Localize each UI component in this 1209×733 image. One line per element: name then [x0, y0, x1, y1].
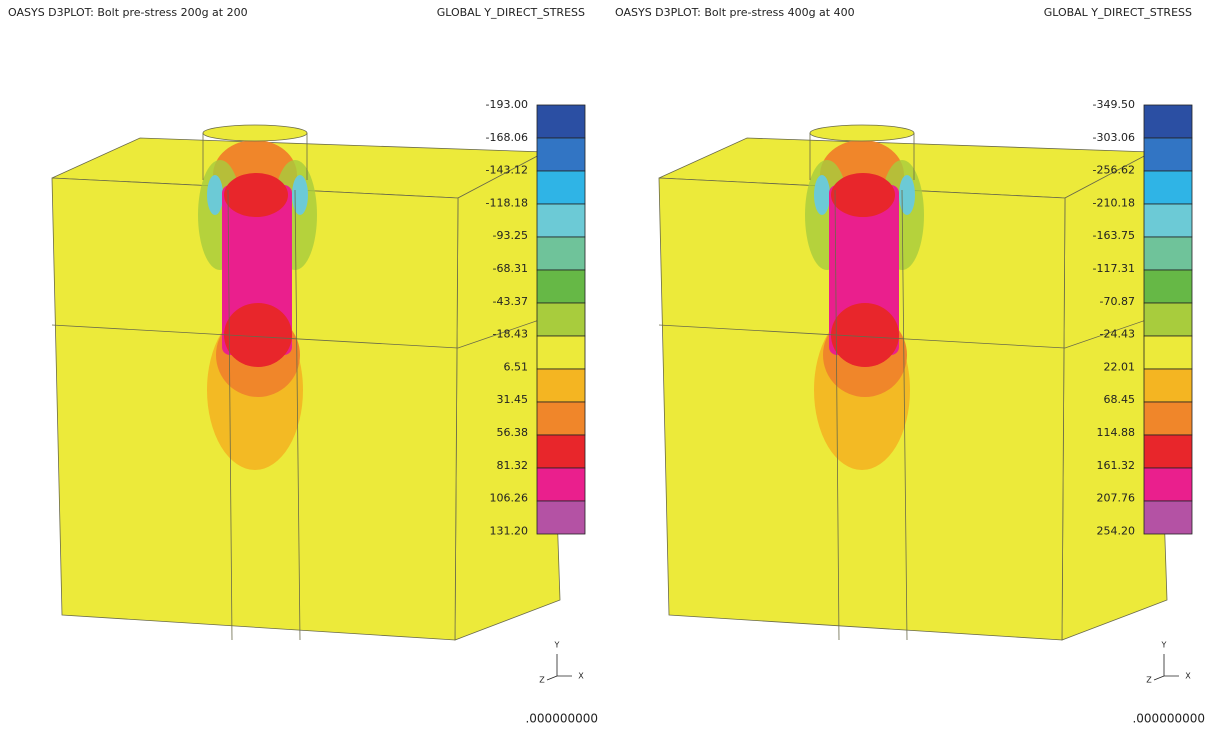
quantity-label: GLOBAL Y_DIRECT_STRESS	[437, 6, 585, 19]
legend-swatch	[537, 336, 585, 369]
time-label: .000000000	[1132, 712, 1205, 726]
bolt-top	[810, 125, 914, 141]
legend-swatch	[1144, 105, 1192, 138]
legend-swatch	[1144, 468, 1192, 501]
legend-label: -18.43	[493, 328, 528, 341]
legend-label: -193.00	[486, 98, 528, 111]
axis-label: Z	[1146, 676, 1152, 685]
legend-swatch	[1144, 402, 1192, 435]
legend-swatch	[537, 468, 585, 501]
legend-label: -68.31	[493, 262, 528, 275]
legend-swatch	[537, 237, 585, 270]
legend-swatch	[1144, 237, 1192, 270]
legend-swatch	[1144, 138, 1192, 171]
legend-label: 31.45	[497, 393, 529, 406]
legend-label: -143.12	[486, 164, 528, 177]
time-label: .000000000	[525, 712, 598, 726]
legend-swatch	[537, 204, 585, 237]
legend-swatch	[537, 501, 585, 534]
triad-lines	[1154, 654, 1179, 680]
axis-triad: Y Z X	[1146, 641, 1191, 685]
legend-label: -43.37	[493, 295, 528, 308]
legend-swatch	[1144, 270, 1192, 303]
stress-red	[831, 173, 895, 217]
stress-cyan	[899, 175, 915, 215]
legend-label: 131.20	[490, 524, 529, 537]
stress-cyan	[207, 175, 223, 215]
legend-label: -24.43	[1100, 328, 1135, 341]
legend-label: 22.01	[1104, 360, 1136, 373]
stress-red	[224, 173, 288, 217]
legend-swatch	[1144, 435, 1192, 468]
triad-lines	[547, 654, 572, 680]
screenshot: OASYS D3PLOT: Bolt pre-stress 200g at 20…	[0, 0, 1209, 729]
legend-label: 81.32	[497, 459, 529, 472]
legend-label: 207.76	[1097, 492, 1136, 505]
legend-label: -168.06	[486, 131, 528, 144]
legend-swatch	[1144, 501, 1192, 534]
legend-label: -70.87	[1100, 295, 1135, 308]
model	[659, 125, 1167, 640]
axis-label: X	[1185, 672, 1191, 681]
axis-triad: Y Z X	[539, 641, 584, 685]
legend-swatch	[537, 369, 585, 402]
bolt-top	[203, 125, 307, 141]
legend-swatch	[537, 105, 585, 138]
legend-label: 6.51	[504, 360, 529, 373]
legend-swatch	[1144, 204, 1192, 237]
legend-swatch	[1144, 171, 1192, 204]
legend-swatch	[537, 270, 585, 303]
legend-swatch	[537, 402, 585, 435]
legend-swatch	[1144, 303, 1192, 336]
legend-swatch	[1144, 369, 1192, 402]
stress-cyan	[814, 175, 830, 215]
legend-label: -349.50	[1093, 98, 1135, 111]
legend-label: 114.88	[1097, 426, 1136, 439]
axis-label: Y	[1161, 641, 1167, 650]
model	[52, 125, 560, 640]
legend-label: 161.32	[1097, 459, 1136, 472]
legend-label: 106.26	[490, 492, 529, 505]
plot-title: OASYS D3PLOT: Bolt pre-stress 400g at 40…	[615, 6, 855, 19]
legend-label: -93.25	[493, 229, 528, 242]
legend-label: -117.31	[1093, 262, 1135, 275]
legend-label: 68.45	[1104, 393, 1136, 406]
legend-label: -163.75	[1093, 229, 1135, 242]
plot-title: OASYS D3PLOT: Bolt pre-stress 200g at 20…	[8, 6, 248, 19]
legend-label: 254.20	[1097, 524, 1136, 537]
axis-label: Z	[539, 676, 545, 685]
axis-label: X	[578, 672, 584, 681]
legend-label: -210.18	[1093, 196, 1135, 209]
legend-label: -303.06	[1093, 131, 1135, 144]
legend-swatch	[537, 303, 585, 336]
legend-swatch	[1144, 336, 1192, 369]
legend-swatch	[537, 435, 585, 468]
stress-cyan	[292, 175, 308, 215]
axis-label: Y	[554, 641, 560, 650]
quantity-label: GLOBAL Y_DIRECT_STRESS	[1044, 6, 1192, 19]
legend-label: -256.62	[1093, 164, 1135, 177]
legend-label: 56.38	[497, 426, 529, 439]
legend-swatch	[537, 171, 585, 204]
legend-label: -118.18	[486, 196, 528, 209]
plot-panel: OASYS D3PLOT: Bolt pre-stress 400g at 40…	[615, 6, 1205, 726]
legend-swatch	[537, 138, 585, 171]
plot-panel: OASYS D3PLOT: Bolt pre-stress 200g at 20…	[8, 6, 598, 726]
